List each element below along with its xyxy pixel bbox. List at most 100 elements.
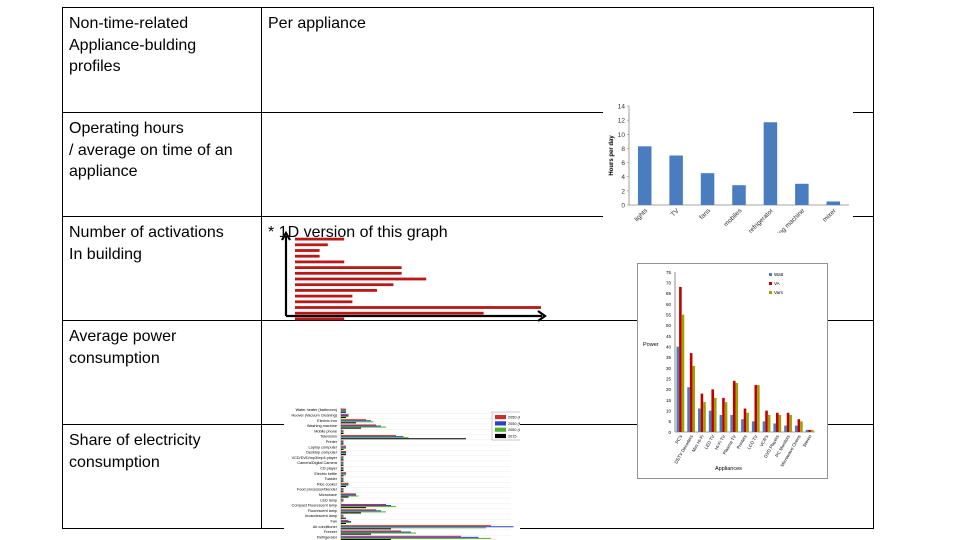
category-label: Desktop computer [306,451,338,455]
bar [295,311,484,315]
bar [341,520,351,522]
bar-va [732,380,736,432]
bar [341,538,391,540]
row-label-line: consumption [69,453,160,471]
bar-va [754,385,758,432]
bar-vars [800,421,803,432]
bar [341,464,344,466]
bar-va [722,397,725,432]
row-label-line: Operating hours [69,120,184,137]
category-label: Electric iron [317,419,337,423]
y-tick-label: 0 [668,430,671,435]
bar [341,490,344,492]
bar [341,432,344,434]
y-tick-label: 60 [666,302,672,307]
bar [341,454,346,456]
row-label-line: consumption [69,349,160,367]
bar [341,537,491,539]
bar [341,527,486,529]
bar [341,457,344,459]
category-label: Fluorescent lamp [308,509,337,513]
bar [341,533,371,535]
x-tick-label: TV [670,207,681,218]
bar [295,237,345,241]
legend-swatch [495,427,506,432]
bar [341,473,346,475]
bar [341,472,346,474]
bar-vars [703,402,706,432]
row-label-cell: Operating hours / average on time of an … [63,113,262,217]
bar [341,469,344,470]
bar [341,494,356,496]
bar [295,266,402,269]
row-label-line: Average power [69,328,177,345]
category-label: Freezer [324,530,338,534]
category-label: Fan [330,520,337,524]
bar [341,438,466,440]
x-tick-label: PC's [674,433,683,444]
y-tick-label: 55 [666,312,672,317]
header-cell-profiles: Non-time-related Appliance-bulding profi… [63,8,262,113]
bar [341,419,366,421]
category-label: CD player [320,467,338,471]
bar-va [711,389,714,432]
bar [341,436,404,438]
y-axis-arrow [281,230,291,241]
bar-watt [676,346,680,432]
bar [341,493,356,495]
bar [341,477,344,479]
bar-va [776,412,779,432]
row-label-line: / average on time of an [69,141,233,159]
category-label: LED lamp [320,498,337,502]
table-row-share: Share of electricity consumption [63,425,874,529]
bar [732,185,746,205]
bar [341,426,386,428]
y-tick-label: 70 [666,280,672,285]
y-axis-title: Power [643,342,659,348]
category-label: Laptop computer [309,445,338,449]
bar [341,416,349,417]
category-label: Printer [326,440,338,444]
bar [341,531,411,533]
category-label: Mobile phone [314,429,337,433]
bar-va [786,412,790,432]
bar [341,525,491,527]
bar [295,317,345,321]
bar-va [743,408,747,432]
bar [341,445,346,447]
legend-swatch [495,433,506,439]
table-row-operating-hours: Operating hours / average on time of an … [63,113,874,217]
bar [341,495,359,497]
x-tick-label: VCR's [759,433,770,447]
bar [763,122,778,205]
bar-watt [784,425,787,432]
bar [295,254,320,258]
bar [341,496,349,498]
bar [341,522,351,523]
bar [341,504,386,505]
bar [341,479,344,481]
row-label-line: In building [69,245,142,263]
bar-vars [713,397,717,432]
bar [341,459,344,461]
row-label-cell: Average power consumption [63,321,262,425]
bar [341,500,344,502]
bar [341,505,391,507]
row-content-cell [262,217,874,321]
row-label-line: Number of activations [69,224,224,241]
bar [341,532,416,534]
legend-label: 2050 (Hg) [508,416,520,420]
bar [341,536,479,538]
bar [341,429,344,431]
bar [341,437,409,439]
bar-vars [692,365,696,432]
bar [341,421,374,423]
bar-watt [730,414,733,432]
bar [341,430,344,432]
bar-vars [767,414,771,432]
bar [341,491,344,493]
category-label: Air conditioner [313,525,338,529]
legend-swatch [495,421,506,426]
category-label: Electric kettle [314,472,337,476]
x-tick-label: mobiles [723,207,744,228]
